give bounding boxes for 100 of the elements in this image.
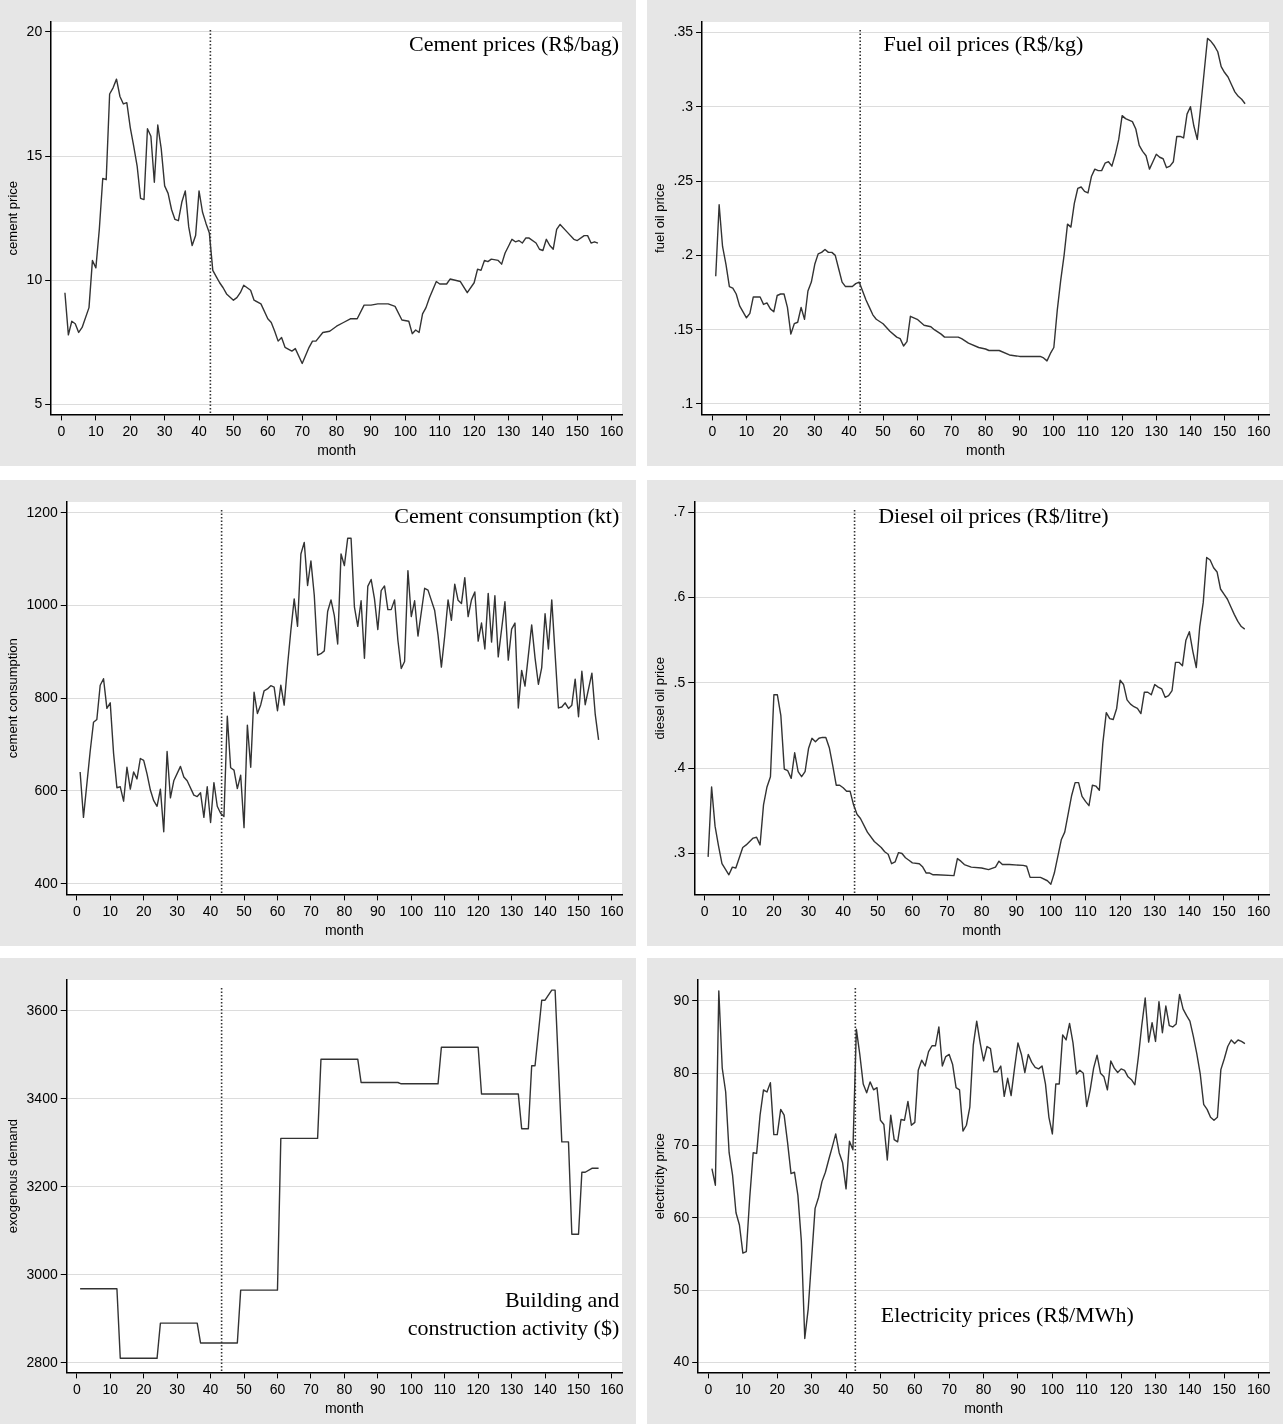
y-tick-label: 800 <box>34 689 58 706</box>
x-axis-title: month <box>324 922 364 939</box>
annotation: Building and construction activity ($) <box>407 1286 620 1340</box>
y-tick-label: .2 <box>681 246 694 263</box>
x-tick-label: 120 <box>1108 902 1133 919</box>
x-tick-label: 10 <box>88 422 104 439</box>
x-tick-label: 120 <box>1109 1380 1134 1397</box>
x-tick-label: 150 <box>565 422 590 439</box>
y-tick-label: .7 <box>673 503 686 520</box>
y-tick-label: 1200 <box>26 503 58 520</box>
x-tick-label: 40 <box>202 902 219 919</box>
x-tick-label: 130 <box>1143 1380 1168 1397</box>
y-tick-label: 50 <box>673 1280 690 1297</box>
x-tick-label: 160 <box>600 902 624 919</box>
x-tick-label: 100 <box>399 902 424 919</box>
x-tick-label: 20 <box>766 902 782 919</box>
y-axis-title: cement consumption <box>5 638 21 759</box>
y-tick-label: .3 <box>681 97 694 114</box>
y-tick-label: 2800 <box>26 1353 58 1370</box>
x-tick-label: 100 <box>1042 422 1066 439</box>
x-tick-label: 80 <box>975 1380 992 1397</box>
x-tick-label: 30 <box>800 902 817 919</box>
x-tick-label: 60 <box>904 902 921 919</box>
x-tick-label: 20 <box>135 1380 152 1397</box>
x-tick-label: 80 <box>336 1380 353 1397</box>
x-tick-label: 140 <box>1177 902 1202 919</box>
y-tick-label: 400 <box>34 874 58 891</box>
x-tick-label: 30 <box>803 1380 820 1397</box>
y-tick-label: 20 <box>26 22 43 39</box>
y-tick-label: 3600 <box>26 1001 58 1018</box>
x-tick-label: 130 <box>499 1380 524 1397</box>
y-tick-label: 60 <box>673 1208 690 1225</box>
x-tick-label: 100 <box>1040 1380 1065 1397</box>
x-tick-label: 110 <box>428 422 452 439</box>
y-tick-label: 600 <box>34 781 58 798</box>
y-tick-label: .6 <box>673 588 686 605</box>
x-tick-label: 70 <box>941 1380 958 1397</box>
x-tick-label: 70 <box>294 422 311 439</box>
annotation: Cement consumption (kt) <box>394 502 620 528</box>
annotation: Cement prices (R$/bag) <box>408 30 620 56</box>
x-tick-label: 150 <box>1212 422 1237 439</box>
x-tick-label: 100 <box>399 1380 424 1397</box>
x-tick-label: 160 <box>1247 1380 1271 1397</box>
x-tick-label: 90 <box>1011 422 1028 439</box>
x-tick-label: 120 <box>466 1380 491 1397</box>
x-tick-label: 40 <box>835 902 852 919</box>
x-tick-label: 100 <box>1039 902 1063 919</box>
y-tick-label: .5 <box>673 673 686 690</box>
x-tick-label: 20 <box>135 902 152 919</box>
x-tick-label: 80 <box>973 902 990 919</box>
x-tick-label: 150 <box>566 902 591 919</box>
x-tick-label: 140 <box>533 902 557 919</box>
annotation: Diesel oil prices (R$/litre) <box>878 502 1109 528</box>
x-tick-label: 10 <box>735 1380 751 1397</box>
x-tick-label: 40 <box>202 1380 219 1397</box>
x-axis-title: month <box>962 922 1002 939</box>
x-tick-label: 40 <box>191 422 208 439</box>
x-tick-label: 80 <box>328 422 345 439</box>
x-tick-label: 120 <box>466 902 491 919</box>
y-tick-label: 80 <box>673 1064 690 1081</box>
x-tick-label: 10 <box>102 902 119 919</box>
x-tick-label: 130 <box>1143 902 1167 919</box>
x-tick-label: 110 <box>433 902 457 919</box>
x-tick-label: 50 <box>236 1380 253 1397</box>
x-tick-label: 60 <box>269 1380 286 1397</box>
x-tick-label: 30 <box>156 422 173 439</box>
x-tick-label: 140 <box>531 422 555 439</box>
x-tick-label: 90 <box>370 1380 386 1397</box>
x-tick-label: 160 <box>1246 902 1271 919</box>
x-tick-label: 160 <box>1247 422 1271 439</box>
x-tick-label: 130 <box>496 422 521 439</box>
x-tick-label: 50 <box>236 902 253 919</box>
x-axis-title: month <box>317 442 357 459</box>
x-tick-label: 0 <box>708 422 717 439</box>
x-tick-label: 110 <box>1075 1380 1099 1397</box>
x-tick-label: 30 <box>169 1380 186 1397</box>
x-tick-label: 80 <box>336 902 353 919</box>
x-tick-label: 0 <box>72 902 81 919</box>
x-tick-label: 30 <box>169 902 186 919</box>
x-tick-label: 120 <box>1110 422 1135 439</box>
y-tick-label: 5 <box>34 395 43 412</box>
x-tick-label: 30 <box>806 422 823 439</box>
x-tick-label: 140 <box>533 1380 557 1397</box>
y-tick-label: 70 <box>673 1136 690 1153</box>
x-tick-label: 150 <box>1212 902 1236 919</box>
x-tick-label: 150 <box>566 1380 591 1397</box>
x-tick-label: 140 <box>1178 1380 1202 1397</box>
x-tick-label: 70 <box>303 1380 319 1397</box>
x-axis-title: month <box>966 442 1005 459</box>
y-axis-title: fuel oil price <box>652 183 668 253</box>
x-tick-label: 100 <box>393 422 418 439</box>
x-tick-label: 10 <box>731 902 748 919</box>
x-tick-label: 40 <box>841 422 857 439</box>
x-tick-label: 0 <box>704 1380 713 1397</box>
y-tick-label: .15 <box>673 320 694 337</box>
x-tick-label: 160 <box>600 422 624 439</box>
x-tick-label: 0 <box>57 422 66 439</box>
y-tick-label: 90 <box>673 991 690 1008</box>
x-tick-label: 10 <box>102 1380 119 1397</box>
x-tick-label: 110 <box>1074 902 1097 919</box>
